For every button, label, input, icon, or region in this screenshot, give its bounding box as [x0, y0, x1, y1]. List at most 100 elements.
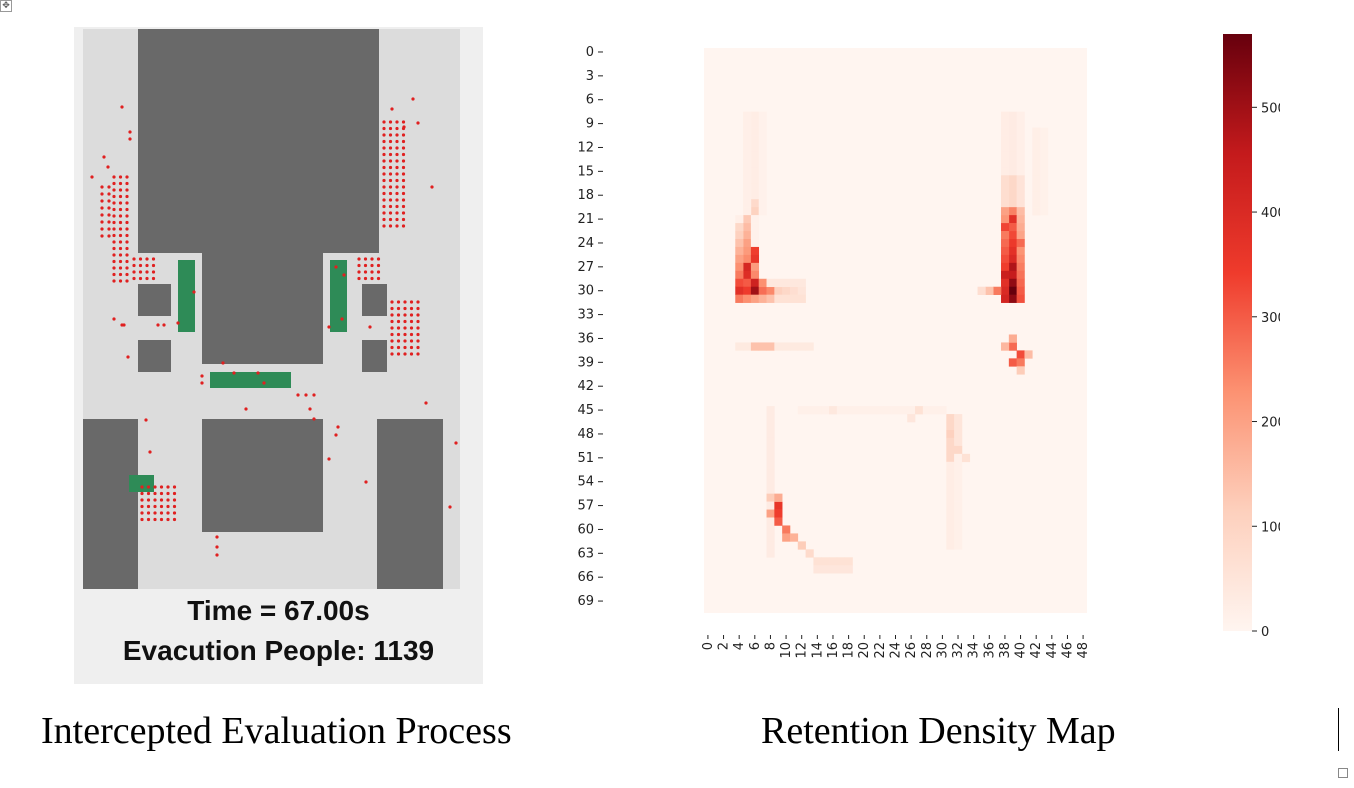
heatmap-cell	[1008, 262, 1017, 272]
evacuee-dot	[416, 345, 420, 350]
evacuee-dot	[102, 155, 106, 159]
evacuee-dots	[90, 97, 458, 557]
wall-small-left-1	[138, 284, 171, 316]
evacuee-dot	[403, 345, 407, 350]
heatmap-cell	[946, 485, 955, 494]
evacuee-dot	[363, 257, 368, 261]
heatmap-cell	[782, 278, 791, 288]
heatmap-y-axis: 0369121518212427303336394245485154576063…	[577, 45, 603, 609]
x-tick-label: 2	[717, 642, 732, 650]
evacuee-dot	[395, 133, 399, 137]
heatmap-cell	[1008, 342, 1017, 351]
evacuee-dot	[395, 165, 399, 170]
heatmap-cell	[1008, 207, 1017, 216]
heatmap-cell	[1016, 286, 1025, 295]
heatmap-cell	[774, 501, 783, 510]
evacuee-dot	[390, 352, 394, 356]
evacuee-dot	[409, 339, 414, 343]
evacuee-dot	[382, 133, 386, 137]
heatmap-cell	[1001, 183, 1010, 192]
heatmap-cell	[766, 549, 775, 558]
heatmap-cell	[1032, 175, 1041, 184]
evacuee-dot	[396, 326, 401, 330]
evacuee-dot	[153, 511, 157, 515]
heatmap-cell	[1001, 262, 1010, 272]
heatmap-cell	[766, 541, 775, 550]
y-tick-label: 63	[577, 546, 594, 561]
heatmap-cell	[1016, 278, 1025, 288]
evacuee-dot	[125, 240, 129, 244]
evacuee-dot	[262, 381, 266, 385]
heatmap-cell	[954, 461, 963, 471]
heatmap-cell	[766, 406, 775, 415]
heatmap-cell	[1001, 342, 1010, 351]
y-tick-label: 21	[577, 212, 594, 227]
heatmap-cell	[805, 549, 814, 558]
colorbar	[1223, 34, 1252, 631]
evacuee-dot	[382, 126, 386, 131]
retention-density-heatmap: 0369121518212427303336394245485154576063…	[577, 34, 1280, 659]
heatmap-cell	[758, 175, 767, 184]
evacuee-dot	[390, 313, 394, 317]
evacuee-dot	[146, 511, 151, 515]
evacuee-dot	[151, 276, 156, 281]
heatmap-cell	[946, 429, 955, 439]
evacuee-dot	[357, 263, 361, 268]
heatmap-cell	[1016, 183, 1025, 192]
evacuee-dot	[112, 194, 116, 199]
heatmap-cell	[836, 557, 845, 566]
y-tick-label: 45	[577, 403, 594, 418]
heatmap-cell	[743, 254, 752, 264]
heatmap-cell	[750, 167, 760, 176]
heatmap-cell	[852, 406, 861, 415]
heatmap-cell	[743, 207, 752, 216]
evacuee-dot	[145, 263, 149, 268]
y-tick-label: 15	[577, 164, 594, 179]
heatmap-cell	[735, 270, 744, 280]
evacuee-dot	[100, 227, 104, 231]
heatmap-cell	[946, 477, 955, 486]
evacuee-dot	[146, 504, 151, 509]
heatmap-cell	[735, 262, 744, 272]
evacuee-dot	[395, 198, 399, 202]
wall-small-right-2	[362, 340, 387, 372]
right-caption: Retention Density Map	[761, 710, 1116, 752]
evacuee-dot	[166, 504, 170, 509]
heatmap-cell	[954, 445, 963, 455]
move-anchor-icon[interactable]: ✥	[0, 0, 12, 12]
heatmap-cell	[1032, 207, 1041, 216]
elapsed-time-label: Time = 67.00s	[187, 595, 370, 626]
heatmap-cell	[1008, 223, 1017, 232]
evacuee-dot	[395, 224, 399, 228]
evacuee-dot	[221, 361, 225, 365]
heatmap-cell	[743, 167, 752, 176]
evacuee-dot	[118, 214, 123, 218]
evacuee-dot	[396, 332, 401, 337]
heatmap-cell	[1001, 119, 1010, 128]
x-tick-label: 8	[763, 642, 778, 650]
heatmap-cell	[743, 262, 752, 272]
heatmap-cell	[735, 254, 744, 264]
evacuee-dot	[401, 191, 406, 196]
obstacle-left-bar	[178, 260, 195, 332]
x-tick-label: 22	[873, 642, 888, 659]
evacuee-dot	[401, 120, 406, 124]
heatmap-cell	[750, 191, 760, 200]
evacuee-dot	[145, 276, 149, 281]
heatmap-cell	[1008, 238, 1017, 248]
heatmap-cell	[750, 215, 760, 224]
evacuee-dot	[107, 185, 111, 189]
evacuee-dot	[409, 306, 414, 311]
evacuee-dot	[402, 125, 406, 129]
heatmap-cell	[1040, 127, 1049, 136]
evacuee-dot	[382, 185, 386, 189]
heatmap-cell	[875, 406, 885, 415]
evacuee-dot	[125, 201, 129, 205]
heatmap-cell	[1008, 151, 1017, 160]
y-tick-label: 42	[577, 379, 594, 394]
evacuee-dot	[125, 279, 129, 283]
heatmap-cell	[789, 286, 799, 295]
heatmap-cell	[1008, 175, 1017, 184]
evacuee-dot	[401, 198, 406, 202]
heatmap-cell	[758, 143, 767, 152]
